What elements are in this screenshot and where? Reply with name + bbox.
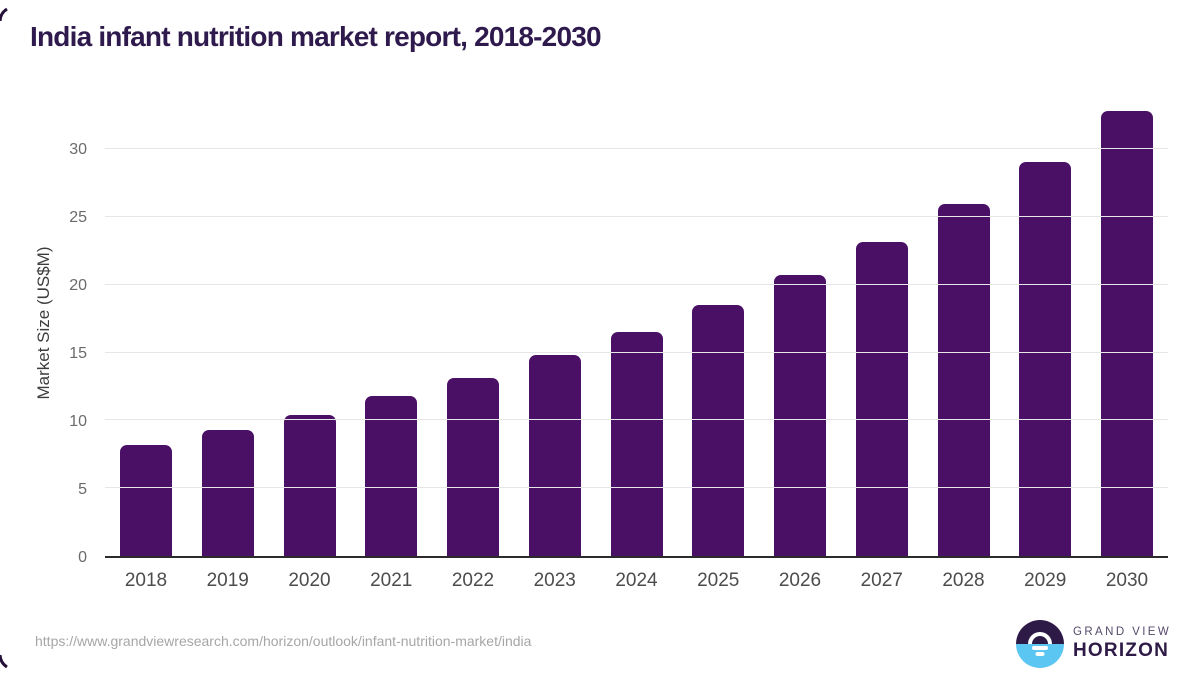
y-tick-label-15: 15 [69, 344, 87, 362]
bar-2018[interactable] [120, 444, 172, 556]
gridline-30 [105, 148, 1168, 150]
x-tick-label-2021: 2021 [370, 570, 413, 591]
plot-area [105, 106, 1168, 558]
bar-2027[interactable] [855, 241, 908, 556]
bar-2030[interactable] [1101, 111, 1153, 556]
bar-2026[interactable] [774, 275, 826, 556]
logo-text-horizon: HORIZON [1073, 640, 1170, 661]
x-tick-label-2027: 2027 [860, 570, 903, 591]
x-tick-label-2020: 2020 [288, 570, 331, 591]
bar-2020[interactable] [283, 415, 336, 556]
horizon-sunrise-icon [1016, 620, 1064, 668]
logo-wordmark: GRAND VIEW HORIZON [1073, 626, 1171, 662]
chart-title: India infant nutrition market report, 20… [30, 21, 602, 52]
x-tick-label-2026: 2026 [778, 570, 822, 591]
y-tick-label-20: 20 [69, 276, 87, 294]
gridline-20 [105, 283, 1168, 285]
y-axis-tick-labels: 0 5 10 15 20 25 30 [0, 106, 95, 566]
x-tick-label-2023: 2023 [533, 570, 576, 591]
x-tick-label-2029: 2029 [1024, 570, 1067, 591]
y-tick-label-10: 10 [69, 412, 87, 430]
bar-2024[interactable] [610, 332, 663, 556]
x-tick-label-2028: 2028 [942, 570, 985, 591]
y-tick-label-5: 5 [78, 480, 87, 498]
bar-2029[interactable] [1019, 161, 1072, 556]
gridline-5 [105, 487, 1168, 489]
bar-2028[interactable] [937, 203, 990, 556]
source-url-text: https://www.grandviewresearch.com/horizo… [35, 633, 532, 649]
x-tick-label-2025: 2025 [697, 570, 740, 591]
x-tick-label-2018: 2018 [124, 570, 168, 591]
x-tick-label-2019: 2019 [206, 570, 249, 591]
x-tick-label-2030: 2030 [1105, 570, 1149, 591]
gridline-10 [105, 419, 1168, 421]
y-tick-label-0: 0 [78, 549, 87, 566]
gridline-25 [105, 216, 1168, 218]
x-tick-label-2022: 2022 [451, 570, 495, 591]
gridline-15 [105, 351, 1168, 353]
y-tick-label-25: 25 [69, 208, 87, 226]
y-tick-label-30: 30 [69, 140, 87, 158]
bar-2023[interactable] [528, 355, 581, 556]
grand-view-horizon-logo[interactable]: GRAND VIEW HORIZON [1016, 620, 1171, 668]
x-axis-tick-labels: 2018 2019 2020 2021 2022 2023 2024 2025 2026 2027… [105, 570, 1168, 592]
x-tick-label-2024: 2024 [615, 570, 658, 591]
logo-text-grand-view: GRAND VIEW [1073, 626, 1172, 638]
bar-2019[interactable] [201, 429, 254, 556]
bar-2022[interactable] [447, 378, 499, 556]
bar-2025[interactable] [692, 305, 745, 556]
bars-row [105, 106, 1168, 556]
bar-2021[interactable] [365, 396, 418, 556]
